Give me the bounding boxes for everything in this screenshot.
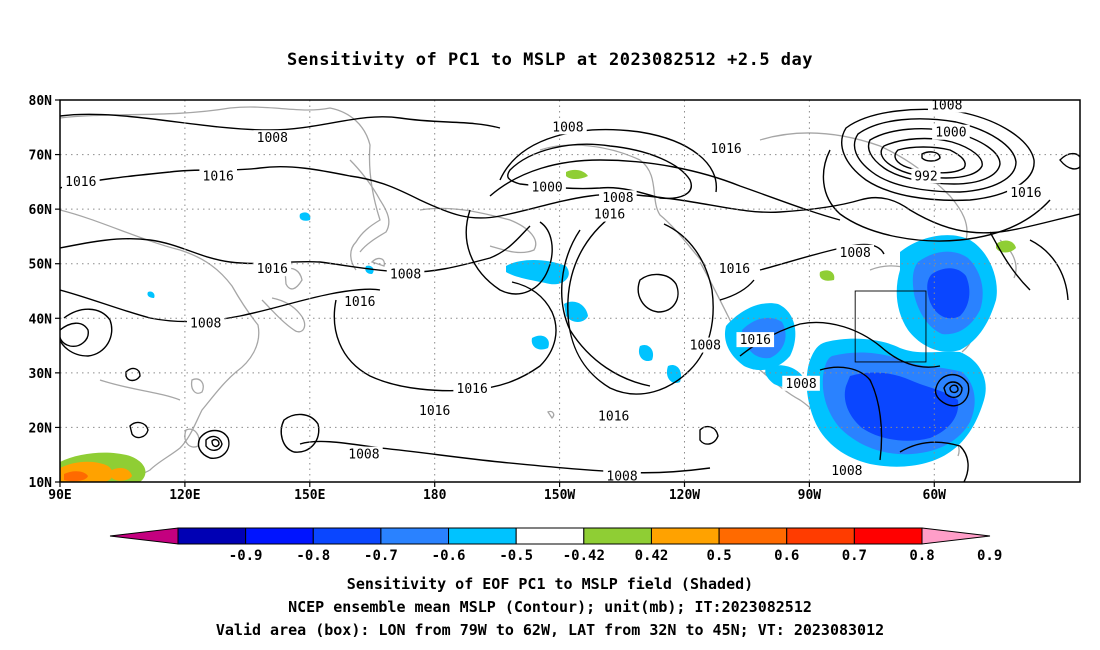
lat-label: 70N (29, 149, 53, 164)
valid-area-box (854, 290, 927, 363)
contour-label: 1016 (740, 333, 771, 348)
lon-label: 150E (294, 488, 325, 503)
lat-label: 50N (29, 258, 53, 273)
shaded-sensitivity-layer (60, 169, 1016, 482)
lon-label: 90E (48, 488, 71, 503)
contour-label: 1016 (710, 142, 741, 157)
contour-label: 1008 (257, 131, 288, 146)
lat-label: 20N (29, 421, 53, 436)
contour-label: 1008 (690, 339, 721, 354)
contour-label: 1000 (935, 126, 966, 141)
contour-label: 1016 (457, 382, 488, 397)
lon-label: 180 (423, 488, 447, 503)
contour-labels: 1008 1016 1016 1016 1016 1008 1008 1000 1008 1016… (62, 97, 1045, 485)
caption-line-2: NCEP ensemble mean MSLP (Contour); unit(… (288, 598, 812, 616)
colorbar-segment (380, 527, 450, 545)
caption-line-1: Sensitivity of EOF PC1 to MSLP field (Sh… (346, 575, 754, 593)
colorbar-label: 0.9 (977, 548, 1002, 564)
lon-label: 150W (544, 488, 575, 503)
lon-label: 120W (669, 488, 700, 503)
lat-label: 40N (29, 312, 53, 327)
contour-label: 1016 (594, 208, 625, 223)
latitude-axis: 80N 70N 60N 50N 40N 30N 20N 10N (29, 94, 60, 491)
colorbar-label: 0.42 (635, 548, 669, 564)
plot-frame (59, 99, 1081, 483)
caption-line-3: Valid area (box): LON from 79W to 62W, L… (215, 621, 885, 639)
contour-label: 1016 (344, 295, 375, 310)
colorbar-segment (650, 527, 720, 545)
colorbar-segment (718, 527, 788, 545)
lon-label: 60W (923, 488, 947, 503)
contour-label: 1008 (348, 448, 379, 463)
contour-label: 1016 (1010, 186, 1041, 201)
colorbar-segment (921, 527, 991, 545)
contour-label: 1008 (552, 120, 583, 135)
colorbar-label: -0.6 (432, 548, 466, 564)
colorbar-segment (515, 527, 585, 545)
colorbar-label: 0.7 (842, 548, 867, 564)
colorbar-segment (583, 527, 652, 545)
lon-label: 120E (169, 488, 200, 503)
colorbar-label: -0.42 (563, 548, 605, 564)
colorbar-segment (448, 527, 517, 545)
contour-label: 1016 (419, 404, 450, 419)
colorbar-segment (786, 527, 855, 545)
colorbar-label: -0.7 (364, 548, 398, 564)
lon-label: 90W (798, 488, 822, 503)
colorbar-label: 0.5 (706, 548, 731, 564)
contour-label: 1008 (831, 464, 862, 479)
colorbar-label: -0.8 (296, 548, 330, 564)
colorbar-segment (177, 527, 247, 545)
colorbar-label: -0.5 (499, 548, 533, 564)
contour-label: 1000 (531, 180, 562, 195)
contour-label: 1008 (931, 98, 962, 113)
colorbar-label: 0.6 (774, 548, 799, 564)
lat-label: 30N (29, 367, 53, 382)
contour-label: 1016 (598, 410, 629, 425)
contour-label: 1008 (190, 317, 221, 332)
colorbar-segment (312, 527, 382, 545)
contour-label: 1008 (606, 470, 637, 485)
contour-label: 1008 (840, 246, 871, 261)
contour-label: 1016 (719, 262, 750, 277)
colorbar: -0.9 -0.8 -0.7 -0.6 -0.5 -0.42 0.42 0.5 0.6 0.7 0.… (109, 527, 1002, 564)
contour-label: 1016 (257, 262, 288, 277)
colorbar-segment (853, 527, 923, 545)
colorbar-label: 0.8 (909, 548, 934, 564)
contour-label: 1008 (390, 268, 421, 283)
lat-label: 60N (29, 203, 53, 218)
colorbar-segment (245, 527, 314, 545)
lat-label: 10N (29, 476, 53, 491)
contour-label: 1008 (602, 191, 633, 206)
contour-label: 1016 (203, 169, 234, 184)
map-title: Sensitivity of PC1 to MSLP at 2023082512… (286, 50, 813, 70)
colorbar-label: -0.9 (229, 548, 263, 564)
lat-label: 80N (29, 94, 53, 109)
contour-label: 1008 (785, 377, 816, 392)
contour-label: 992 (914, 169, 937, 184)
colorbar-segment (109, 527, 179, 545)
longitude-axis: 90E 120E 150E 180 150W 120W 90W 60W (48, 482, 946, 503)
contour-label: 1016 (65, 175, 96, 190)
